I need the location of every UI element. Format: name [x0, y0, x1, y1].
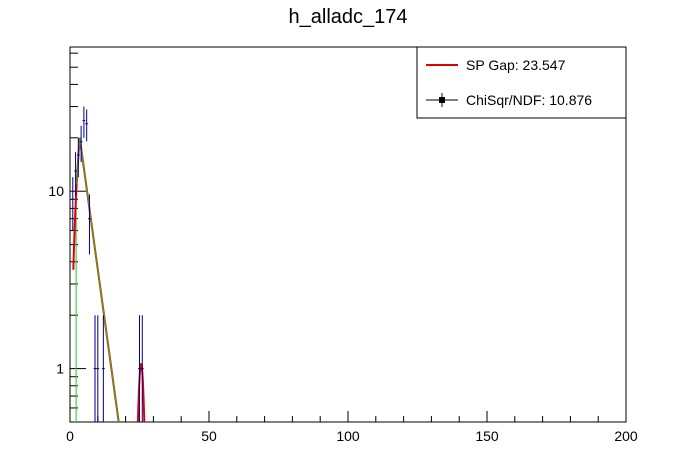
legend-entry-marker	[439, 97, 445, 103]
fit-curves	[72, 137, 146, 422]
legend-entry-chisqr: ChiSqr/NDF: 10.876	[466, 92, 592, 108]
x-tick-label: 150	[475, 428, 499, 444]
x-tick-label: 200	[614, 428, 638, 444]
x-tick-label: 100	[336, 428, 360, 444]
y-tick-label: 10	[48, 183, 64, 199]
chart-title: h_alladc_174	[289, 6, 408, 28]
data-points	[71, 106, 144, 422]
y-axis: 1 10	[48, 52, 86, 423]
fit-curve-pedestal	[75, 137, 120, 422]
y-tick-label: 1	[56, 361, 64, 377]
x-axis: 0 50 100 150 200	[66, 411, 638, 444]
legend-entry-sp-gap: SP Gap: 23.547	[466, 57, 566, 73]
legend: SP Gap: 23.547 ChiSqr/NDF: 10.876	[416, 46, 627, 119]
legend-box	[416, 46, 627, 119]
x-tick-label: 50	[201, 428, 217, 444]
x-tick-label: 0	[66, 428, 74, 444]
